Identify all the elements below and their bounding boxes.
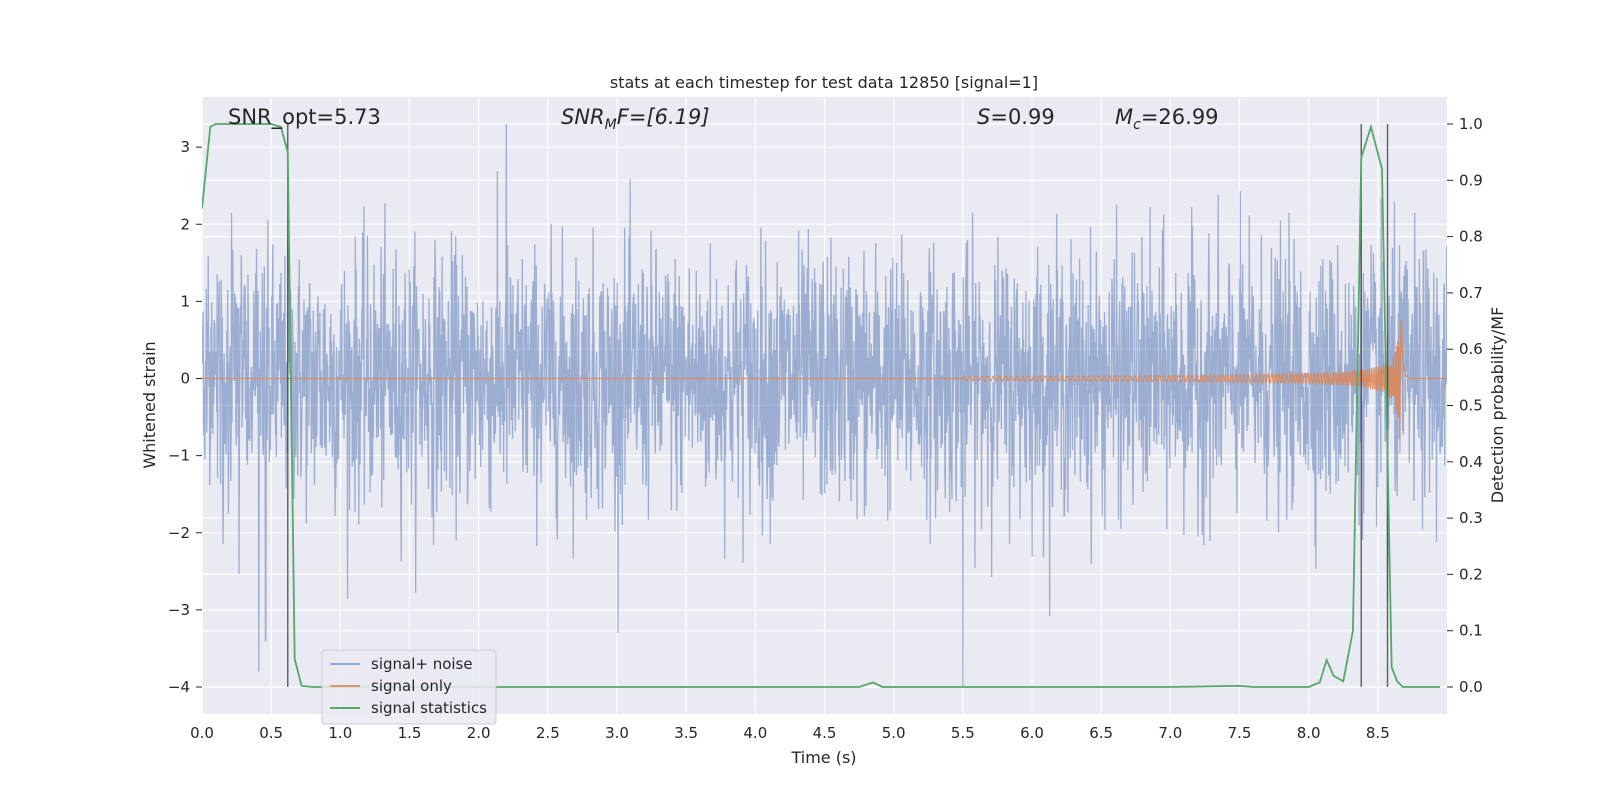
legend-label-signal-noise: signal+ noise — [371, 655, 473, 673]
annotation-mc-rest: =26.99 — [1141, 105, 1219, 129]
y-tick-label-left: 0 — [180, 370, 190, 388]
chart-title: stats at each timestep for test data 128… — [610, 73, 1038, 92]
legend-label-signal-statistics: signal statistics — [371, 699, 487, 717]
annotation-s: S=0.99 — [977, 105, 1055, 129]
legend: signal+ noise signal only signal statist… — [321, 649, 497, 725]
x-tick-label: 8.5 — [1366, 724, 1390, 742]
y-tick-label-right: 0.5 — [1459, 397, 1483, 415]
x-axis-label: Time (s) — [790, 748, 856, 767]
y-tick-label-left: −3 — [168, 601, 190, 619]
y-tick-label-right: 0.0 — [1459, 678, 1483, 696]
y-tick-label-left: 2 — [180, 215, 190, 233]
y-tick-label-right: 0.1 — [1459, 622, 1483, 640]
y-tick-label-right: 0.3 — [1459, 509, 1483, 527]
y-tick-label-right: 0.2 — [1459, 565, 1483, 583]
x-tick-label: 6.5 — [1089, 724, 1113, 742]
x-tick-label: 8.0 — [1297, 724, 1321, 742]
x-tick-label: 1.0 — [328, 724, 352, 742]
y-tick-label-left: −4 — [168, 678, 190, 696]
annotation-snr-mf-sub: M — [605, 117, 617, 133]
annotation-s-var: S — [977, 105, 990, 129]
y-tick-label-right: 0.8 — [1459, 228, 1483, 246]
y-tick-label-right: 0.4 — [1459, 453, 1483, 471]
x-tick-label: 2.0 — [467, 724, 491, 742]
y-tick-label-left: 3 — [180, 138, 190, 156]
series-layer — [202, 123, 1447, 688]
annotation-snr-mf-var: SNR — [561, 105, 605, 129]
x-tick-label: 4.5 — [813, 724, 837, 742]
x-tick-label: 5.0 — [882, 724, 906, 742]
signal-statistics-line — [202, 123, 1441, 688]
y-tick-label-right: 0.7 — [1459, 284, 1483, 302]
annotation-mc-sub: c — [1133, 117, 1141, 133]
annotation-snr-opt: SNR_opt=5.73 — [228, 105, 381, 130]
annotation-snr-mf: SNRMF=[6.19] — [561, 105, 710, 133]
signal-noise-line — [202, 123, 1447, 688]
x-tick-label: 0.5 — [259, 724, 283, 742]
annotation-snr-mf-rest: F=[6.19] — [617, 105, 710, 129]
x-tick-label: 2.5 — [536, 724, 560, 742]
y-tick-label-right: 0.9 — [1459, 171, 1483, 189]
x-tick-label: 5.5 — [951, 724, 975, 742]
y-axis-label-right: Detection probability/MF — [1488, 307, 1507, 504]
y-tick-label-left: 1 — [180, 292, 190, 310]
x-tick-label: 3.0 — [605, 724, 629, 742]
y-tick-label-left: −2 — [168, 524, 190, 542]
annotation-mc-var: M — [1115, 105, 1133, 129]
signal-only-line — [202, 320, 1447, 439]
x-tick-label: 0.0 — [190, 724, 214, 742]
legend-label-signal-only: signal only — [371, 677, 452, 695]
x-tick-label: 4.0 — [743, 724, 767, 742]
x-tick-label: 6.0 — [1020, 724, 1044, 742]
y-tick-label-right: 0.6 — [1459, 340, 1483, 358]
annotation-mc: Mc=26.99 — [1115, 105, 1219, 133]
y-axis-label-left: Whitened strain — [140, 341, 159, 468]
ticks: 0.0 0.5 1.0 1.5 2.0 2.5 3.0 3.5 4.0 4.5 5.0 5.5 6.0 6… — [168, 115, 1483, 742]
x-tick-label: 7.5 — [1228, 724, 1252, 742]
legend-box — [321, 649, 497, 725]
annotation-s-rest: =0.99 — [990, 105, 1054, 129]
x-tick-label: 3.5 — [674, 724, 698, 742]
x-tick-label: 1.5 — [398, 724, 422, 742]
y-tick-label-left: −1 — [168, 447, 190, 465]
y-tick-label-right: 1.0 — [1459, 115, 1483, 133]
x-tick-label: 7.0 — [1158, 724, 1182, 742]
